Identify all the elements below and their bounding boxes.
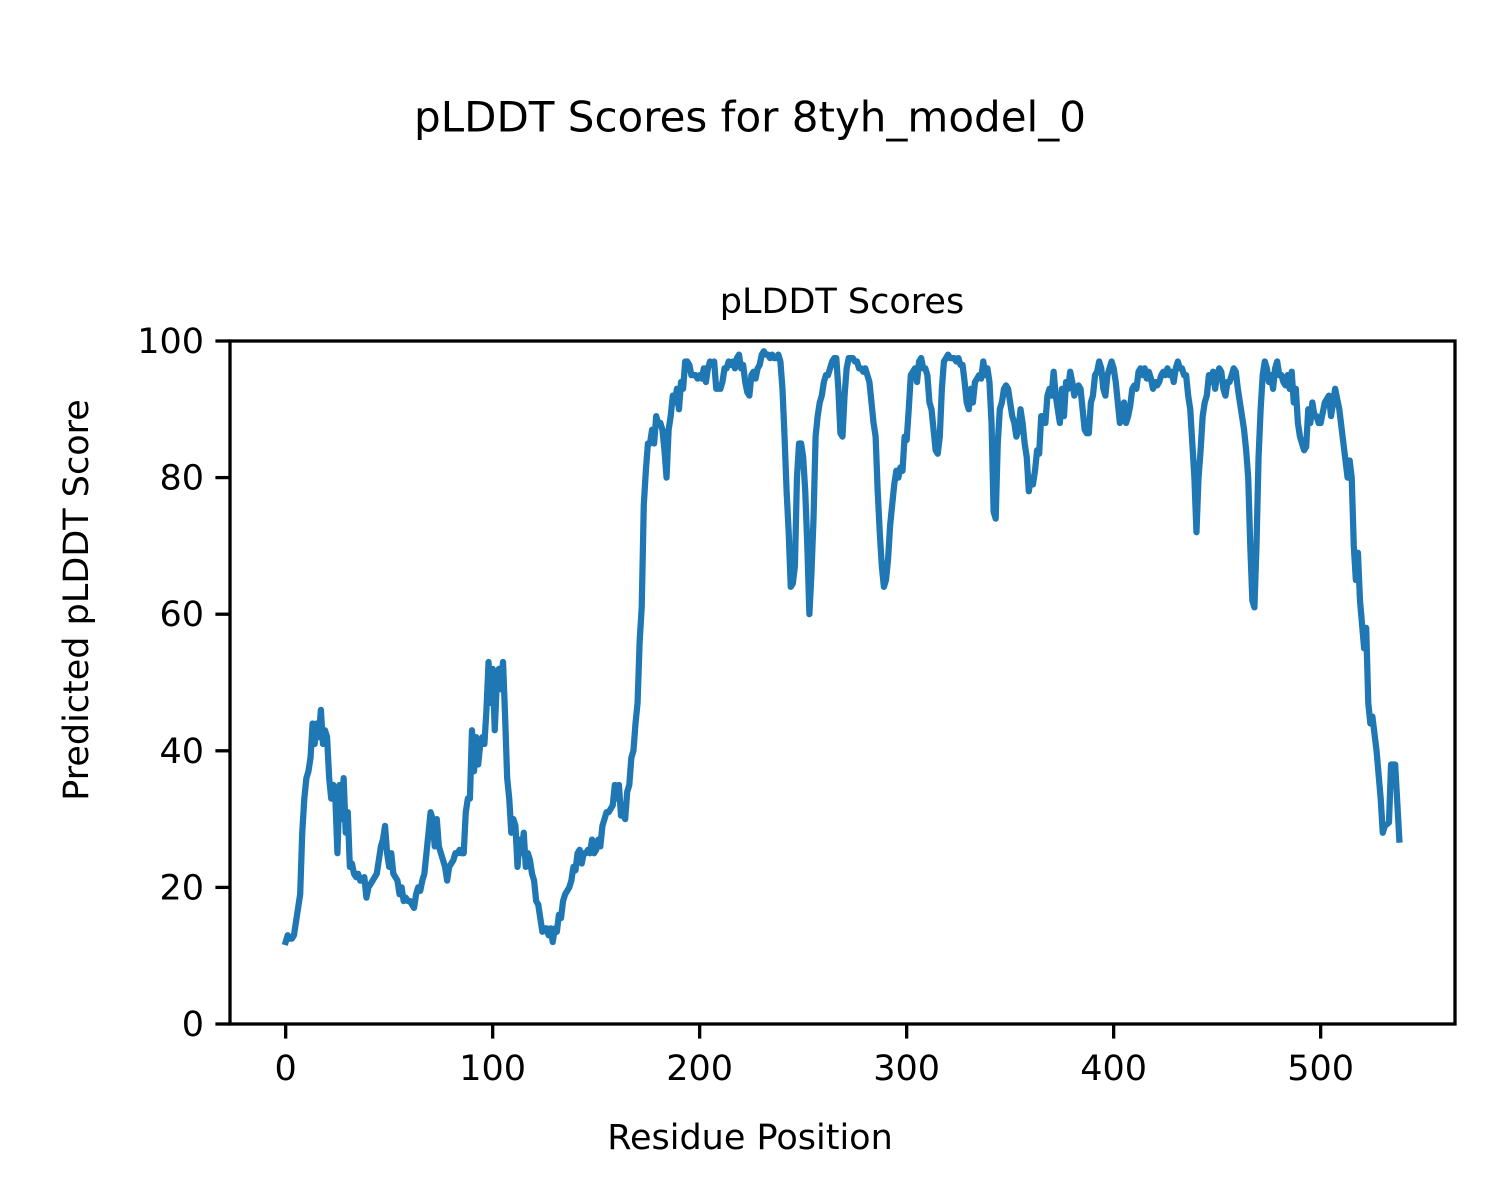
x-tick-label: 300 xyxy=(873,1049,940,1089)
y-axis-label: Predicted pLDDT Score xyxy=(57,399,97,801)
y-tick-label: 60 xyxy=(159,595,204,635)
suptitle: pLDDT Scores for 8tyh_model_0 xyxy=(414,93,1086,142)
x-axis-label: Residue Position xyxy=(607,1118,893,1158)
y-tick-label: 40 xyxy=(159,732,204,772)
y-tick-label: 80 xyxy=(159,459,204,499)
x-tick-label: 0 xyxy=(275,1049,297,1089)
chart-title: pLDDT Scores xyxy=(720,282,964,322)
x-tick-label: 400 xyxy=(1080,1049,1147,1089)
y-tick-label: 100 xyxy=(137,322,204,362)
x-tick-label: 100 xyxy=(459,1049,526,1089)
x-tick-label: 200 xyxy=(666,1049,733,1089)
data-line xyxy=(281,348,1403,946)
x-tick-label: 500 xyxy=(1287,1049,1354,1089)
y-tick-label: 0 xyxy=(182,1005,204,1045)
y-tick-label: 20 xyxy=(159,868,204,908)
plot-frame xyxy=(228,339,1457,1026)
